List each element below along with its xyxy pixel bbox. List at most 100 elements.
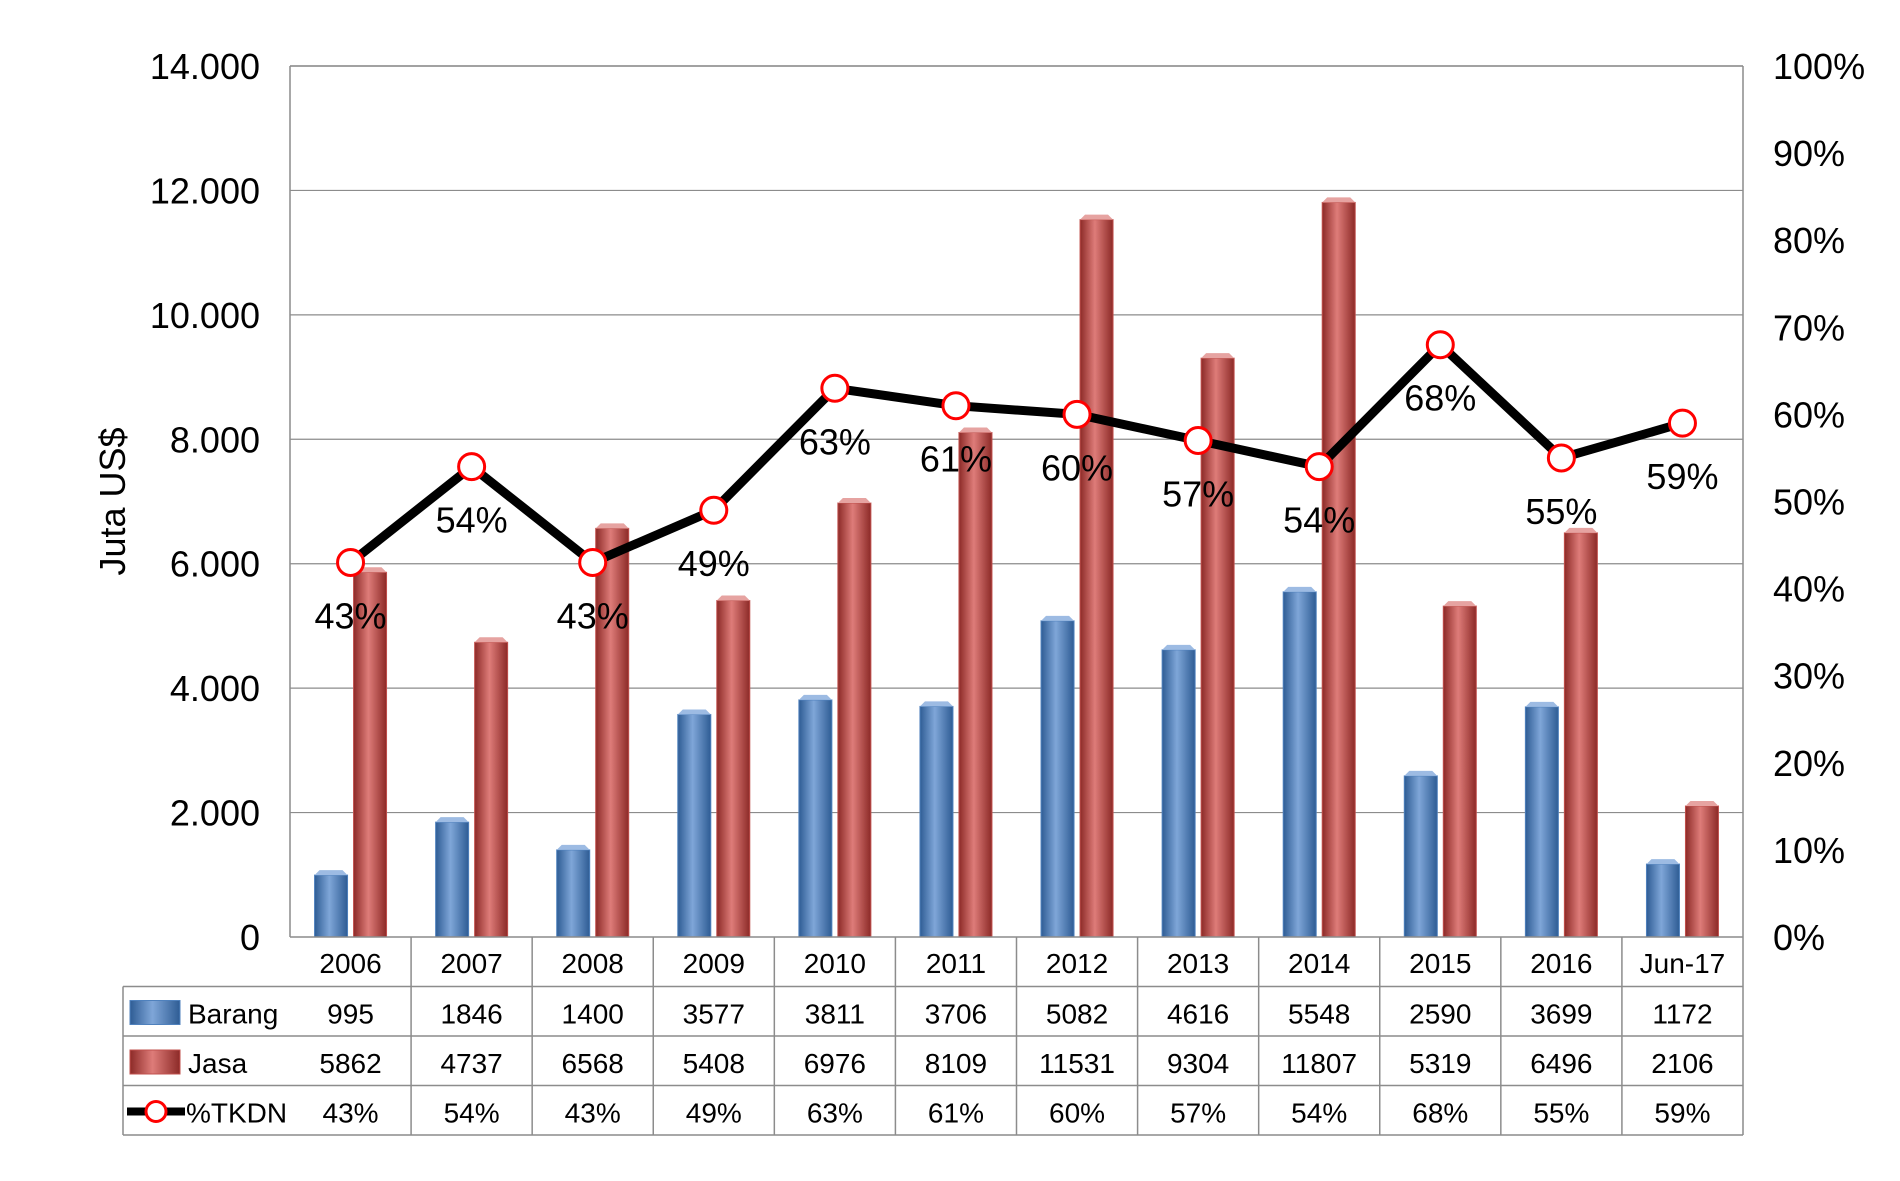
tkdn-data-label: 43% [315,595,387,636]
table-cell-value: 1846 [440,999,502,1030]
table-cell-value: 5548 [1288,999,1350,1030]
table-cell-value: 57% [1170,1098,1226,1129]
bar-barang [677,713,712,938]
x-category-label: 2006 [319,948,381,979]
tkdn-marker [1304,452,1334,482]
y2-tick-label: 100% [1773,46,1865,87]
tkdn-marker [1425,330,1455,360]
table-cell-value: 3811 [805,999,865,1030]
x-category-label: 2007 [440,948,502,979]
bar-jasa-top [1685,800,1719,806]
table-cell-value: 55% [1533,1098,1589,1129]
table-cell-value: 6496 [1530,1048,1592,1079]
table-cell-value: 2590 [1409,999,1471,1030]
y2-tick-label: 90% [1773,133,1845,174]
bar-barang [1161,649,1196,938]
table-cell-value: 1400 [562,999,624,1030]
bar-barang [1403,775,1438,938]
tkdn-line [336,330,1697,577]
table-cell-value: 3577 [683,999,745,1030]
table-cell-value: 43% [565,1098,621,1129]
bar-jasa [474,641,509,938]
bar-jasa-top [837,497,871,503]
bar-jasa-top [716,595,750,601]
y2-tick-label: 60% [1773,394,1845,435]
tkdn-data-label: 59% [1646,456,1718,497]
tkdn-data-label: 54% [436,500,508,541]
y2-tick-label: 40% [1773,569,1845,610]
table-cell-value: 8109 [925,1048,987,1079]
tkdn-data-label: 55% [1525,491,1597,532]
bar-barang-top [919,701,953,707]
tkdn-marker [457,452,487,482]
bar-jasa-top [1322,197,1356,203]
bar-jasa [837,502,872,938]
y2-tick-label: 30% [1773,656,1845,697]
y-tick-label: 8.000 [170,419,260,460]
y-tick-label: 6.000 [170,544,260,585]
bar-barang [1040,620,1075,938]
tkdn-marker [578,547,608,577]
tkdn-marker [1062,399,1092,429]
table-cell-value: 61% [928,1098,984,1129]
table-cell-value: 1172 [1652,999,1712,1030]
tkdn-marker [820,373,850,403]
tkdn-data-label: 60% [1041,447,1113,488]
bar-barang-top [1162,644,1196,650]
bar-jasa-top [474,637,508,643]
table-cell-value: 5862 [319,1048,381,1079]
bar-jasa-top [958,427,992,433]
tkdn-marker [336,547,366,577]
y2-tick-label: 50% [1773,482,1845,523]
axes: 0 2.000 4.000 6.000 8.000 10.000 12.000 14.000 0… [92,46,1865,958]
legend-label-tkdn: %TKDN [186,1098,287,1129]
tkdn-marker [1546,443,1576,473]
bar-barang-top [677,709,711,715]
tkdn-data-label: 57% [1162,474,1234,515]
tkdn-data-label: 54% [1283,500,1355,541]
y2-tick-label: 70% [1773,307,1845,348]
y-tick-label: 0 [240,917,260,958]
legend-key-jasa [129,1049,181,1075]
x-category-label: 2014 [1288,948,1350,979]
table-cell-value: 11531 [1039,1048,1115,1079]
table-cell-value: 5082 [1046,999,1108,1030]
table-cell-value: 5408 [683,1048,745,1079]
bar-barang [1645,863,1680,938]
bar-barang-top [1646,859,1680,865]
tkdn-marker [941,391,971,421]
legend-key-barang [129,1000,181,1025]
table-cell-value: 3699 [1530,999,1592,1030]
bar-barang [435,821,470,938]
x-category-label: 2010 [804,948,866,979]
x-category-label: 2008 [562,948,624,979]
table-cell-value: 54% [1291,1098,1347,1129]
data-table: 2006 2007 2008 2009 2010 2011 2012 2013 2014 2015… [122,937,1744,1136]
bar-jasa-top [1080,214,1114,220]
bar-jasa [1563,532,1598,938]
table-cell-value: 54% [444,1098,500,1129]
tkdn-marker [1183,426,1213,456]
y2-tick-label: 0% [1773,917,1825,958]
bar-barang [798,699,833,938]
bar-jasa [716,600,751,938]
bar-barang-top [1404,770,1438,776]
table-cell-value: 43% [323,1098,379,1129]
x-category-label: 2013 [1167,948,1229,979]
bar-jasa [1321,201,1356,938]
bar-barang-top [435,817,469,823]
bar-barang [919,705,954,938]
bar-barang [1524,706,1559,938]
x-category-label: 2009 [683,948,745,979]
bar-jasa-top [595,523,629,529]
tkdn-data-label: 49% [678,543,750,584]
y-tick-label: 14.000 [150,46,260,87]
bar-barang-top [314,870,348,876]
bar-barang-top [1041,615,1075,621]
bar-jasa-top [1201,353,1235,359]
table-cell-value: 2106 [1651,1048,1713,1079]
table-cell-value: 68% [1412,1098,1468,1129]
table-cell-value: 3706 [925,999,987,1030]
